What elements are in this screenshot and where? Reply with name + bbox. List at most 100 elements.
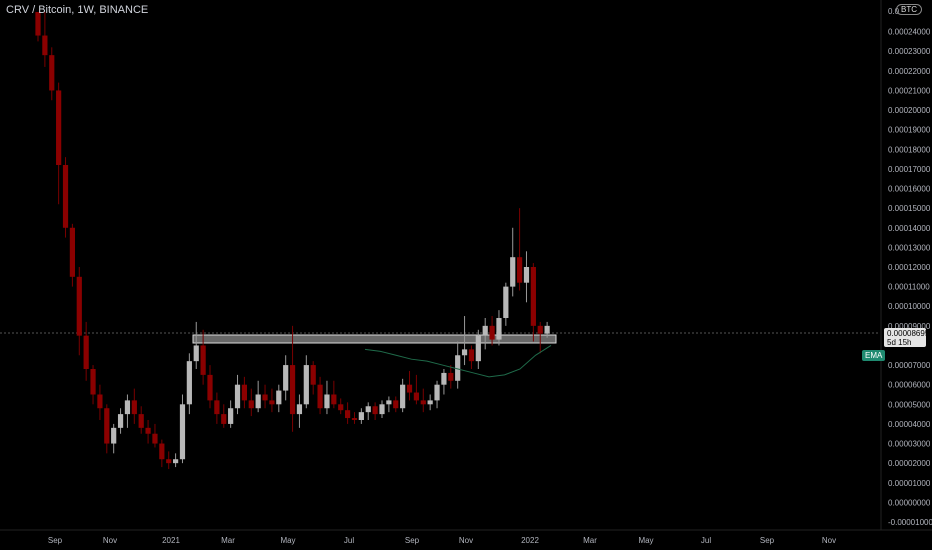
candle-body [138,414,144,428]
y-tick-label: 0.00000000 [888,498,931,507]
y-tick-label: 0.00005000 [888,400,931,409]
x-tick-label: May [638,536,653,545]
y-tick-label: 0.00010000 [888,302,931,311]
candle-body [489,325,495,340]
y-tick-label: 0.00011000 [888,283,930,292]
candle-body [351,418,358,420]
x-tick-label: Mar [221,536,235,545]
x-tick-label: Nov [459,536,473,545]
ema-line [364,345,552,378]
candle-body [269,400,275,405]
candle-body [517,257,523,283]
y-tick-label: 0.00018000 [888,145,931,154]
candle-body [455,355,461,381]
candle-body [303,365,309,405]
candle-body [317,384,323,409]
candle-body [262,394,268,401]
candle-body [434,384,440,401]
y-tick-label: 0.00001000 [888,479,931,488]
candle-body [289,365,296,415]
candle-body [76,276,82,336]
x-tick-label: Nov [822,536,836,545]
candle-body [331,394,337,405]
candle-body [386,400,392,405]
x-tick-label: Sep [405,536,420,545]
candle-body [365,406,371,413]
x-tick-label: 2022 [521,536,539,545]
candle-body [510,257,516,287]
last-price-value: 0.00008695 [887,329,930,338]
candle-body [468,349,475,362]
y-tick-label: 0.00012000 [888,263,931,272]
candle-body [56,90,62,165]
ema-badge[interactable]: EMA [862,350,886,361]
x-tick-label: Jul [344,536,354,545]
candle-body [544,325,550,334]
candle-body [448,372,454,381]
candle-body [42,35,48,56]
candle-body [496,318,502,340]
candle-body [166,459,172,464]
y-tick-label: 0.00007000 [888,361,931,370]
x-axis: Sep Nov 2021 Mar May Jul Sep Nov 2022 Mar May Jul Se… [48,536,836,545]
x-tick-label: Jul [701,536,711,545]
candle-body [173,459,179,464]
x-tick-label: May [280,536,295,545]
x-tick-label: Sep [48,536,63,545]
candle-body [324,394,330,409]
candle-body [49,55,55,91]
candle-body [131,400,137,415]
candle-body [427,400,433,405]
candle-body [234,384,241,409]
chart-title: CRV / Bitcoin, 1W, BINANCE [6,4,149,16]
candle-body [90,369,96,395]
candle-body [117,414,124,428]
candle-body [207,374,213,401]
candle-body [145,427,151,434]
candle-body [124,400,131,415]
candle-body [345,410,351,419]
y-tick-label: 0.00009000 [888,322,931,331]
candle-body [221,414,227,424]
candle-body [179,404,186,460]
y-tick-label: 0.00003000 [888,440,931,449]
candle-body [228,408,234,424]
candle-body [420,400,426,405]
candle-body [523,267,530,283]
candle-body [97,394,103,409]
x-tick-label: Nov [103,536,117,545]
candle-body [276,390,282,405]
x-tick-label: 2021 [162,536,180,545]
x-tick-label: Mar [583,536,597,545]
candle-body [537,325,543,334]
candle-body [35,12,41,36]
candle-body [530,267,536,326]
last-price-badge: 0.00008695 5d 15h [884,328,930,347]
candle-body [186,361,192,405]
candle-body [393,400,399,409]
candle-body [461,349,468,356]
candle-body [104,408,110,444]
candle-body [310,365,316,385]
y-tick-label: 0.00006000 [888,381,931,390]
countdown-value: 5d 15h [887,338,912,347]
y-tick-label: 0.00024000 [888,28,931,37]
y-tick-label: 0.00016000 [888,185,931,194]
candles-group [35,12,550,470]
candle-body [111,427,117,444]
candle-body [152,433,158,444]
y-tick-label: 0.00019000 [888,126,931,135]
candle-body [214,400,220,415]
y-tick-label: 0.00002000 [888,459,931,468]
candle-body [241,384,247,401]
currency-badge[interactable]: BTC [896,4,922,15]
y-tick-label: 0.00021000 [888,86,931,95]
candle-body [482,325,488,336]
candle-body [503,286,509,318]
candle-body [400,384,406,409]
candle-body [441,372,447,385]
y-tick-label: 0.00020000 [888,106,931,115]
y-tick-label: 0.0 [888,7,900,16]
candle-body [159,443,165,460]
